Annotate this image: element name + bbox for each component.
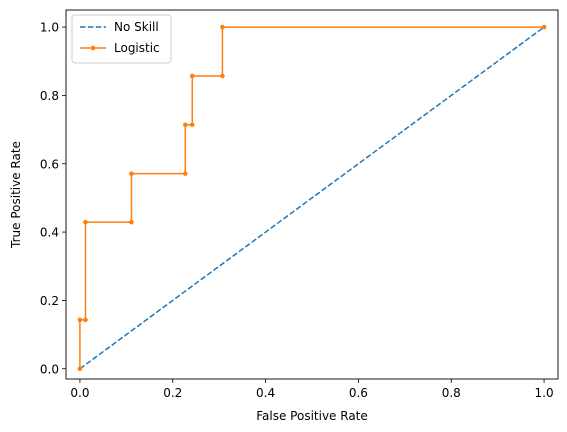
y-tick-label: 0.8 bbox=[40, 89, 59, 103]
logistic-point bbox=[129, 171, 134, 176]
logistic-point bbox=[541, 24, 547, 30]
x-tick-label: 0.2 bbox=[163, 386, 182, 400]
x-tick-label: 1.0 bbox=[535, 386, 554, 400]
y-axis-label: True Positive Rate bbox=[9, 141, 23, 249]
plot-frame bbox=[65, 9, 559, 380]
y-tick-label: 0.4 bbox=[40, 226, 59, 240]
logistic-point bbox=[129, 219, 134, 225]
y-tick-label: 0.2 bbox=[40, 294, 59, 308]
logistic-point bbox=[189, 122, 195, 128]
logistic-point bbox=[77, 317, 83, 323]
y-tick-label: 0.6 bbox=[40, 157, 59, 171]
x-tick-label: 0.8 bbox=[442, 386, 461, 400]
legend-logistic-marker bbox=[90, 45, 96, 51]
logistic-point bbox=[83, 219, 88, 225]
legend: No Skill Logistic bbox=[71, 14, 172, 64]
x-tick-label: 0.6 bbox=[349, 386, 368, 400]
y-tick-label: 0.0 bbox=[40, 362, 59, 376]
logistic-point bbox=[83, 317, 88, 323]
logistic-point bbox=[220, 24, 225, 30]
logistic-point bbox=[189, 73, 195, 79]
no-skill-line bbox=[79, 26, 545, 370]
y-tick-label: 1.0 bbox=[40, 21, 59, 35]
logistic-point bbox=[182, 171, 188, 176]
y-axis-ticks: 0.0 0.2 0.4 0.6 0.8 1.0 bbox=[40, 21, 66, 376]
series-layer bbox=[77, 24, 547, 372]
x-tick-label: 0.4 bbox=[256, 386, 275, 400]
logistic-point bbox=[182, 122, 188, 128]
legend-no-skill-label: No Skill bbox=[114, 20, 159, 34]
x-axis-ticks: 0.0 0.2 0.4 0.6 0.8 1.0 bbox=[70, 379, 554, 400]
logistic-point bbox=[220, 73, 225, 79]
logistic-point bbox=[77, 366, 83, 372]
legend-logistic-label: Logistic bbox=[114, 41, 160, 55]
x-axis-label: False Positive Rate bbox=[256, 409, 368, 423]
x-tick-label: 0.0 bbox=[70, 386, 89, 400]
